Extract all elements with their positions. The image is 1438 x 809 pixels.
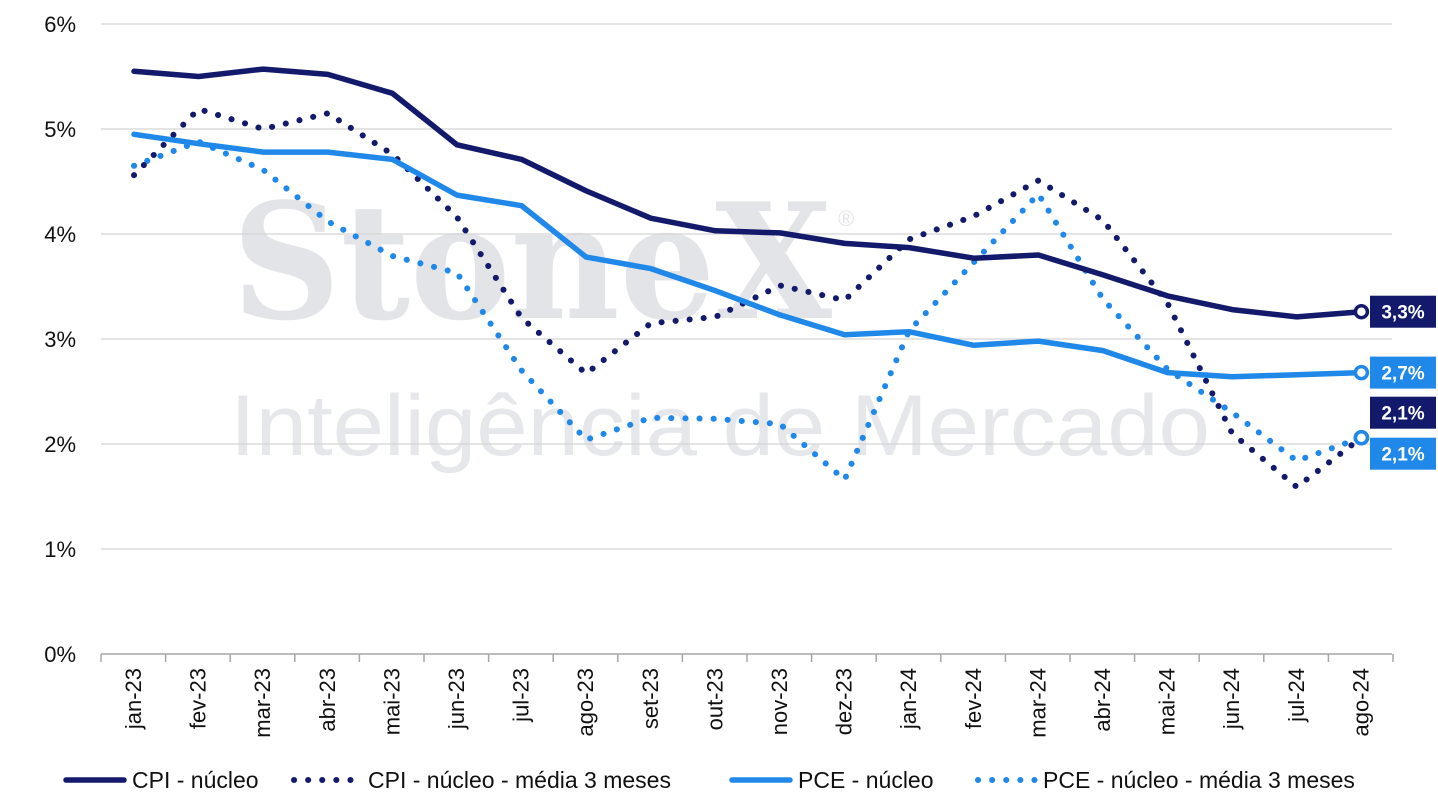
x-tick-label: fev-23 (186, 668, 211, 729)
x-tick-label: ago-24 (1348, 668, 1373, 737)
stonex-watermark: StoneX ® Inteligência de Mercado (230, 168, 1210, 474)
gridlines (101, 23, 1392, 550)
x-tick-label: jan-24 (896, 668, 921, 730)
y-tick-label: 1% (44, 537, 76, 562)
end-label-text: 3,3% (1381, 303, 1424, 324)
x-tick-label: fev-24 (961, 668, 986, 729)
legend-label: CPI - núcleo - média 3 meses (368, 767, 671, 793)
x-tick-label: set-23 (638, 668, 663, 729)
end-label-box (1370, 396, 1436, 429)
series-end-marker (1353, 429, 1370, 446)
end-label-text: 2,7% (1381, 364, 1424, 385)
series-line-4 (131, 138, 1365, 483)
x-tick-label: jul-23 (509, 668, 534, 723)
x-tick-label: ago-23 (573, 668, 598, 737)
end-label-box (1370, 295, 1436, 328)
x-tick-label: nov-23 (767, 668, 792, 735)
x-axis: jan-23 fev-23 mar-23 abr-23 mai-23 jun-23 jul-… (100, 653, 1394, 738)
x-tick-label: dez-23 (832, 668, 857, 735)
series-end-marker (1353, 303, 1370, 320)
x-tick-label: jun-24 (1219, 668, 1244, 730)
y-tick-label: 0% (44, 642, 76, 667)
x-tick-label: jan-23 (121, 668, 146, 730)
end-label-box (1370, 437, 1436, 470)
legend: CPI - núcleo CPI - núcleo - média 3 meses… (63, 767, 1355, 793)
x-tick-label: abr-23 (315, 668, 340, 732)
legend-label: CPI - núcleo (132, 767, 259, 793)
x-tick-label: jul-24 (1284, 668, 1309, 723)
series-end-marker (1353, 364, 1370, 381)
series-line-3 (131, 131, 1365, 380)
data-series (131, 66, 1370, 490)
x-tick-label: out-23 (702, 668, 727, 730)
x-tick-label: mai-23 (379, 668, 404, 735)
x-tick-label: mar-24 (1025, 668, 1050, 738)
x-tick-label: mai-24 (1155, 668, 1180, 735)
x-tick-label: mar-23 (250, 668, 275, 738)
y-axis: 0% 1% 2% 3% 4% 5% 6% (44, 12, 76, 667)
end-value-labels: 3,3% 2,7% 2,1% 2,1% (1370, 295, 1436, 470)
y-tick-label: 3% (44, 327, 76, 352)
end-label-text: 2,1% (1381, 445, 1424, 466)
x-tick-label: abr-24 (1090, 668, 1115, 732)
series-line-1 (131, 66, 1365, 320)
watermark-registered-mark: ® (838, 206, 854, 231)
watermark-tagline: Inteligência de Mercado (230, 378, 1210, 474)
legend-label: PCE - núcleo - média 3 meses (1043, 767, 1355, 793)
end-label-box (1370, 356, 1436, 389)
series-line-2 (131, 106, 1365, 490)
legend-label: PCE - núcleo (798, 767, 934, 793)
watermark-brand: StoneX (232, 168, 832, 356)
x-tick-label: jun-23 (444, 668, 469, 730)
y-tick-label: 5% (44, 117, 76, 142)
end-label-text: 2,1% (1381, 404, 1424, 425)
y-tick-label: 6% (44, 12, 76, 37)
y-tick-label: 4% (44, 222, 76, 247)
y-tick-label: 2% (44, 432, 76, 457)
